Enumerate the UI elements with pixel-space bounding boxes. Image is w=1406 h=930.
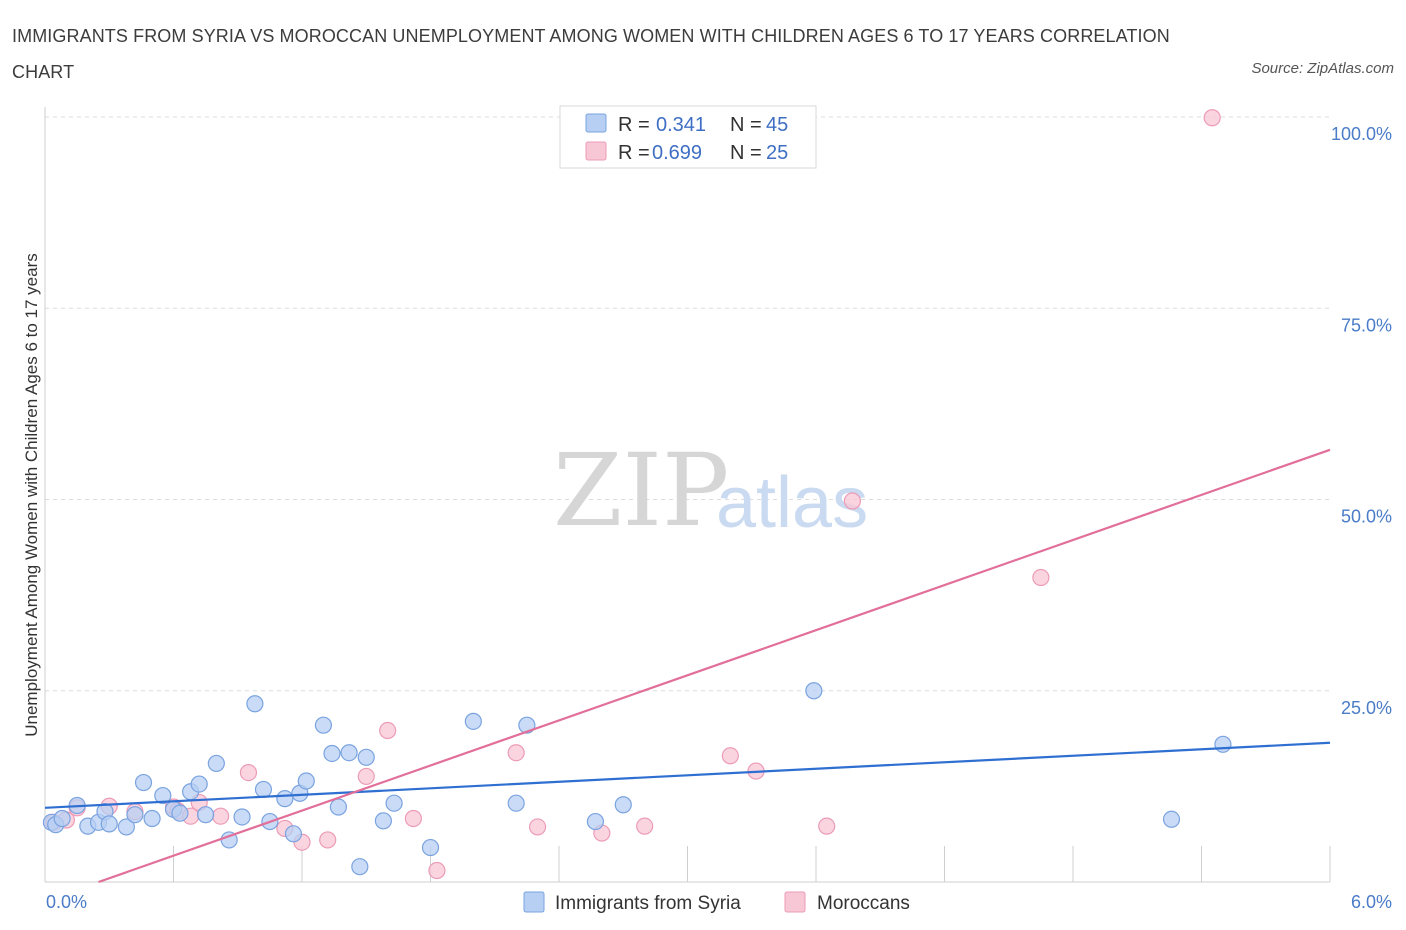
syria-point	[53, 809, 71, 828]
syria-point	[254, 780, 273, 799]
moroccan-point	[212, 807, 230, 825]
series-legend-swatch-moroccan	[784, 891, 806, 913]
legend-n-label-moroccan: N =	[730, 142, 762, 164]
legend-r-label-moroccan: R =	[618, 142, 650, 164]
series-legend-label-syria: Immigrants from Syria	[555, 893, 741, 914]
moroccan-point	[721, 747, 739, 765]
legend-r-value-moroccan: 0.699	[652, 142, 702, 164]
moroccan-point	[636, 817, 654, 835]
syria-point	[323, 744, 341, 763]
legend-n-value-moroccan: 25	[766, 142, 788, 164]
syria-point	[464, 712, 482, 730]
syria-point	[805, 682, 823, 700]
syria-point	[143, 809, 161, 828]
series-legend-label-moroccan: Moroccans	[817, 893, 910, 914]
moroccan-point	[239, 764, 258, 782]
syria-point	[351, 858, 369, 876]
syria-point	[197, 806, 215, 824]
y-tick-label: 100.0%	[1331, 124, 1392, 144]
moroccan-point	[528, 818, 547, 836]
moroccan-point	[404, 809, 422, 828]
moroccan-point	[1032, 568, 1050, 587]
syria-point	[126, 806, 144, 824]
y-axis-label: Unemployment Among Women with Children A…	[22, 253, 41, 737]
grid-lines	[45, 116, 1330, 692]
syria-point	[276, 790, 294, 808]
syria-point	[233, 808, 251, 826]
y-tick-label: 25.0%	[1341, 698, 1392, 718]
watermark: ZIP atlas	[553, 432, 868, 549]
legend-n-value-syria: 45	[766, 114, 788, 136]
syria-point	[329, 798, 348, 816]
syria-point	[357, 748, 375, 766]
source-credit: Source: ZipAtlas.com	[1251, 60, 1394, 77]
chart-title: IMMIGRANTS FROM SYRIA VS MOROCCAN UNEMPL…	[12, 26, 1170, 82]
moroccan-point	[818, 817, 836, 835]
syria-point	[507, 794, 525, 812]
series-legend: Immigrants from Syria Moroccans	[523, 891, 910, 914]
syria-point	[1162, 810, 1181, 828]
syria-point	[171, 804, 189, 822]
series-legend-swatch-syria	[523, 891, 545, 913]
stats-legend: R = 0.341 N = 45 R = 0.699 N = 25	[559, 105, 817, 169]
syria-point	[117, 818, 135, 836]
x-tick-labels: 0.0% 6.0%	[46, 892, 1392, 912]
y-tick-label: 50.0%	[1341, 507, 1392, 527]
moroccan-point	[428, 861, 446, 880]
syria-point	[614, 796, 632, 814]
moroccan-point	[319, 831, 337, 849]
syria-point	[314, 716, 333, 734]
y-tick-labels: 25.0% 50.0% 75.0% 100.0%	[1331, 124, 1392, 718]
legend-swatch-moroccan	[585, 141, 607, 161]
x-tick-label-min: 0.0%	[46, 892, 87, 912]
trend-lines	[44, 448, 1331, 884]
legend-r-label-syria: R =	[618, 114, 650, 136]
syria-point	[284, 825, 303, 843]
syria-point	[297, 772, 315, 790]
syria-point	[1214, 735, 1232, 753]
syria-point	[154, 786, 172, 805]
syria-point	[134, 773, 153, 792]
moroccan-trend-line	[98, 448, 1331, 884]
moroccan-point	[1203, 109, 1221, 127]
syria-point	[586, 812, 605, 831]
syria-point	[340, 744, 358, 762]
legend-n-label-syria: N =	[730, 114, 762, 136]
legend-r-value-syria: 0.341	[656, 114, 706, 136]
watermark-zip: ZIP	[553, 432, 729, 549]
moroccan-point	[357, 767, 375, 786]
watermark-atlas: atlas	[716, 463, 868, 543]
moroccan-point	[379, 721, 397, 740]
syria-point	[207, 754, 225, 773]
syria-point	[246, 695, 264, 713]
x-tick-label-max: 6.0%	[1351, 892, 1392, 912]
y-tick-label: 75.0%	[1341, 315, 1392, 335]
syria-point	[100, 815, 118, 833]
syria-trend-line	[44, 741, 1331, 809]
moroccan-point	[843, 492, 862, 510]
legend-swatch-syria	[585, 113, 607, 133]
syria-point	[421, 838, 440, 857]
moroccan-point	[507, 744, 525, 762]
syria-point	[190, 775, 208, 793]
syria-point	[374, 812, 392, 830]
syria-point	[385, 794, 403, 812]
